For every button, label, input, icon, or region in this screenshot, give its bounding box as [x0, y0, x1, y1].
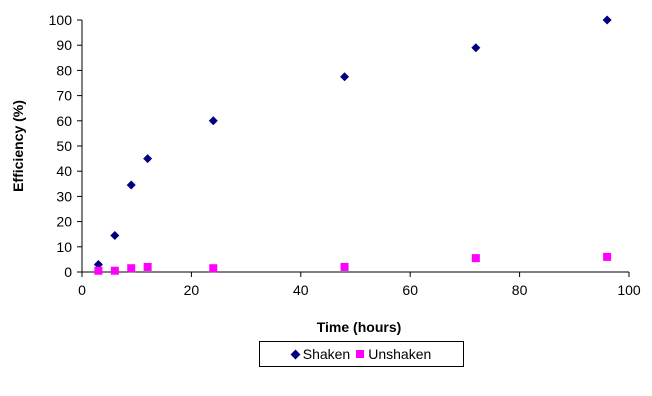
- y-tick-label: 0: [64, 264, 72, 280]
- legend-label-unshaken: Unshaken: [368, 346, 432, 362]
- y-tick-label: 80: [56, 62, 72, 78]
- data-point-shaken: [110, 230, 120, 240]
- data-point-unshaken: [143, 262, 152, 271]
- legend-item-shaken: Shaken: [290, 346, 351, 362]
- y-ticks: 0 10 20 30 40 50 60 70 80 90 100: [49, 12, 82, 280]
- legend: Shaken Unshaken: [259, 341, 464, 367]
- data-point-unshaken: [603, 252, 612, 261]
- y-axis-title: Efficiency (%): [10, 100, 26, 192]
- y-tick-label: 100: [49, 12, 73, 28]
- x-tick-label: 60: [402, 282, 418, 298]
- x-tick-label: 0: [78, 282, 86, 298]
- data-point-shaken: [143, 154, 153, 164]
- x-ticks: 0 20 40 60 80 100: [78, 272, 641, 298]
- y-tick-label: 90: [56, 37, 72, 53]
- y-tick-label: 60: [56, 113, 72, 129]
- data-point-unshaken: [110, 266, 119, 275]
- data-point-unshaken: [127, 264, 136, 273]
- data-point-shaken: [93, 259, 103, 269]
- y-tick-label: 50: [56, 138, 72, 154]
- data-point-shaken: [340, 72, 350, 82]
- x-tick-label: 80: [512, 282, 528, 298]
- data-point-unshaken: [209, 264, 218, 273]
- axes: [81, 20, 629, 273]
- data-point-unshaken: [340, 262, 349, 271]
- diamond-marker-icon: [290, 349, 301, 359]
- data-point-unshaken: [471, 254, 480, 263]
- y-tick-label: 20: [56, 214, 72, 230]
- legend-item-unshaken: Unshaken: [356, 346, 431, 362]
- y-tick-label: 40: [56, 163, 72, 179]
- y-tick-label: 30: [56, 188, 72, 204]
- data-point-shaken: [208, 116, 218, 126]
- legend-label-shaken: Shaken: [302, 346, 351, 362]
- square-marker-icon: [356, 350, 365, 358]
- data-point-shaken: [126, 180, 136, 190]
- x-tick-label: 20: [184, 282, 200, 298]
- y-tick-label: 70: [56, 88, 72, 104]
- data-point-shaken: [602, 15, 612, 25]
- x-tick-label: 40: [293, 282, 309, 298]
- data-point-unshaken: [94, 266, 103, 275]
- data-points: [93, 15, 612, 275]
- x-tick-label: 100: [617, 282, 641, 298]
- y-tick-label: 10: [56, 239, 72, 255]
- data-point-shaken: [471, 43, 481, 53]
- x-axis-title: Time (hours): [317, 319, 402, 335]
